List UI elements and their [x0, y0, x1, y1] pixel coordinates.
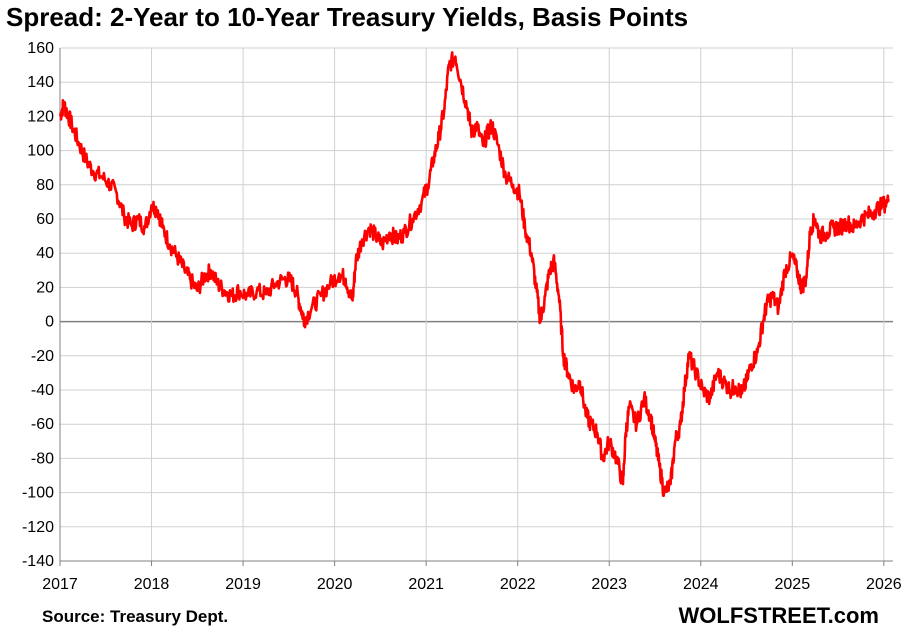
x-tick-label: 2019 — [225, 576, 261, 593]
y-tick-label: -60 — [31, 416, 54, 433]
y-tick-label: 40 — [36, 245, 54, 262]
y-tick-label: -80 — [31, 450, 54, 467]
y-tick-label: -140 — [22, 553, 54, 570]
y-tick-label: 100 — [27, 143, 54, 160]
chart-title: Spread: 2-Year to 10-Year Treasury Yield… — [6, 2, 689, 32]
x-tick-label: 2024 — [683, 576, 719, 593]
y-tick-label: -20 — [31, 348, 54, 365]
x-tick-label: 2017 — [42, 576, 78, 593]
y-tick-label: 60 — [36, 211, 54, 228]
x-tick-labels: 2017 2018 2019 2020 2021 2022 2023 2024 2025 2026 — [42, 576, 902, 593]
y-tick-label: -100 — [22, 485, 54, 502]
x-tick-label: 2021 — [408, 576, 444, 593]
y-tick-label: -120 — [22, 519, 54, 536]
series — [58, 51, 890, 497]
brand-label: WOLFSTREET.com — [678, 603, 879, 628]
x-tick-label: 2026 — [866, 576, 902, 593]
y-tick-labels: 160 140 120 100 80 60 40 20 0 -20 -40 -60 -80 -100 -12… — [22, 40, 54, 570]
x-tick-label: 2018 — [134, 576, 170, 593]
y-tick-label: 140 — [27, 74, 54, 91]
x-tick-label: 2023 — [591, 576, 627, 593]
source-note: Source: Treasury Dept. — [42, 607, 229, 626]
y-tick-label: -40 — [31, 382, 54, 399]
y-tick-label: 120 — [27, 108, 54, 125]
y-tick-label: 0 — [45, 314, 54, 331]
x-tick-label: 2022 — [500, 576, 536, 593]
x-tick-label: 2025 — [775, 576, 811, 593]
axes — [59, 48, 893, 566]
y-tick-label: 20 — [36, 279, 54, 296]
x-tick-label: 2020 — [317, 576, 353, 593]
spread-line — [58, 51, 890, 497]
y-tick-label: 160 — [27, 40, 54, 57]
y-tick-label: 80 — [36, 177, 54, 194]
